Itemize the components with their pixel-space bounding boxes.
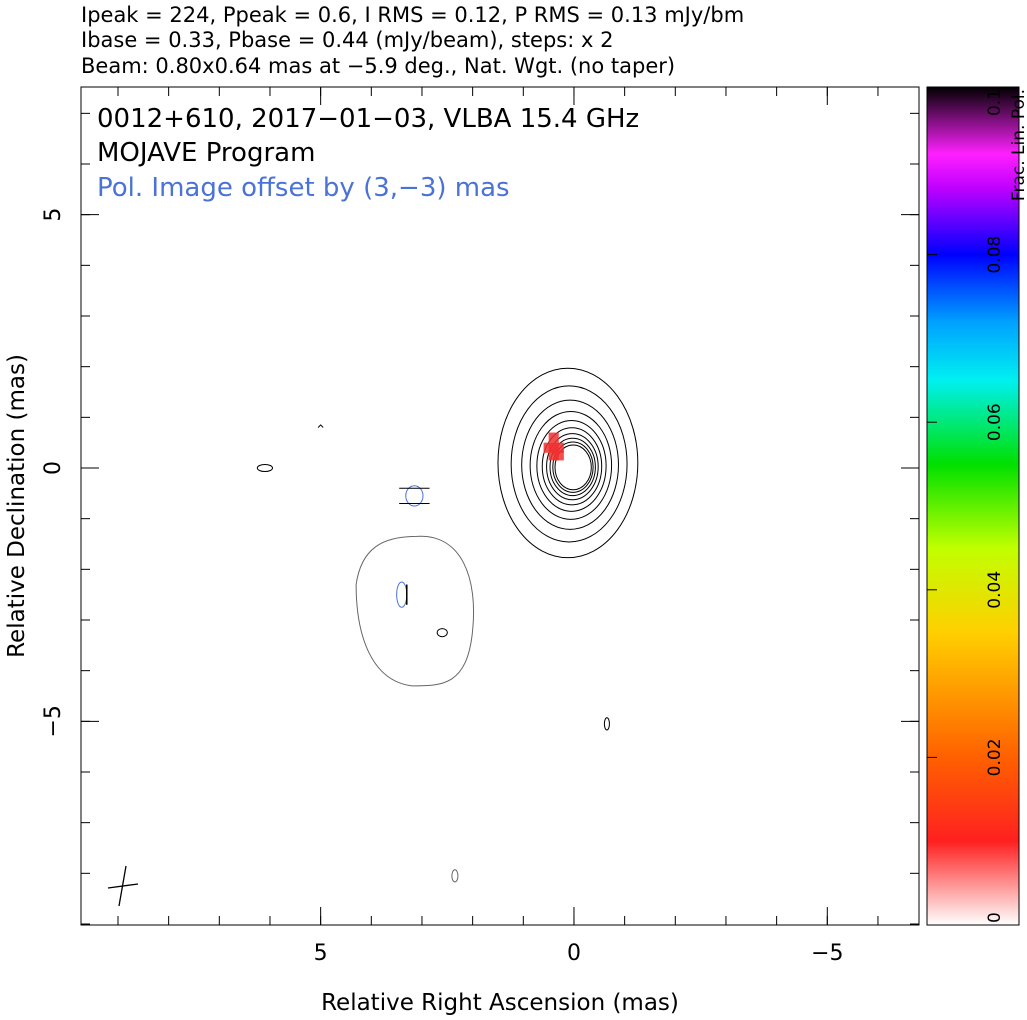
pol-pixel [553,450,564,461]
contour [529,410,613,520]
annotation: MOJAVE Program [97,138,315,168]
contour [317,424,324,428]
contour [521,399,619,530]
colorbar-tick-label: 0.1 [985,89,1005,116]
x-tick-label: −5 [811,941,843,966]
beam [107,865,139,907]
y-axis-label: Relative Declination (mas) [4,354,30,658]
y-tick-label: 0 [41,461,66,475]
contour [497,367,639,559]
colorbar-tick-label: 0.04 [985,571,1005,609]
y-tick-label: 5 [41,208,66,222]
colorbar-tick-label: 0 [985,912,1005,923]
pol-pixel [548,432,559,443]
contour [256,463,274,473]
contour [541,427,603,506]
y-tick-label: −5 [41,705,66,737]
contour [436,628,448,638]
colorbar [926,86,1020,926]
contour [549,437,596,497]
contour [552,441,594,493]
annotation: 0012+610, 2017−01−03, VLBA 15.4 GHz [97,104,639,134]
colorbar-tick-label: 0.06 [985,403,1005,441]
contour [554,444,592,491]
header-line: Ipeak = 224, Ppeak = 0.6, I RMS = 0.12, … [81,3,744,27]
header-line: Ibase = 0.33, Pbase = 0.44 (mJy/beam), s… [81,28,613,52]
contour [451,869,459,883]
x-tick-label: 5 [314,941,328,966]
contour [396,581,408,608]
colorbar-tick-label: 0.02 [985,738,1005,776]
contour [510,385,628,543]
annotation: Pol. Image offset by (3,−3) mas [97,173,510,203]
colorbar-tick-label: 0.08 [985,236,1005,274]
contour [603,717,610,731]
contour [546,433,599,501]
x-tick-label: 0 [567,941,581,966]
x-axis-label: Relative Right Ascension (mas) [321,990,679,1016]
contour [355,535,475,687]
contour [536,420,607,512]
header-line: Beam: 0.80x0.64 mas at −5.9 deg., Nat. W… [81,54,675,78]
pol-pixel [553,442,564,453]
plot-frame [80,86,920,926]
contour [405,485,424,507]
colorbar-label: Frac. Lin. Pol. [1009,89,1027,201]
pol-pixel [543,442,554,453]
